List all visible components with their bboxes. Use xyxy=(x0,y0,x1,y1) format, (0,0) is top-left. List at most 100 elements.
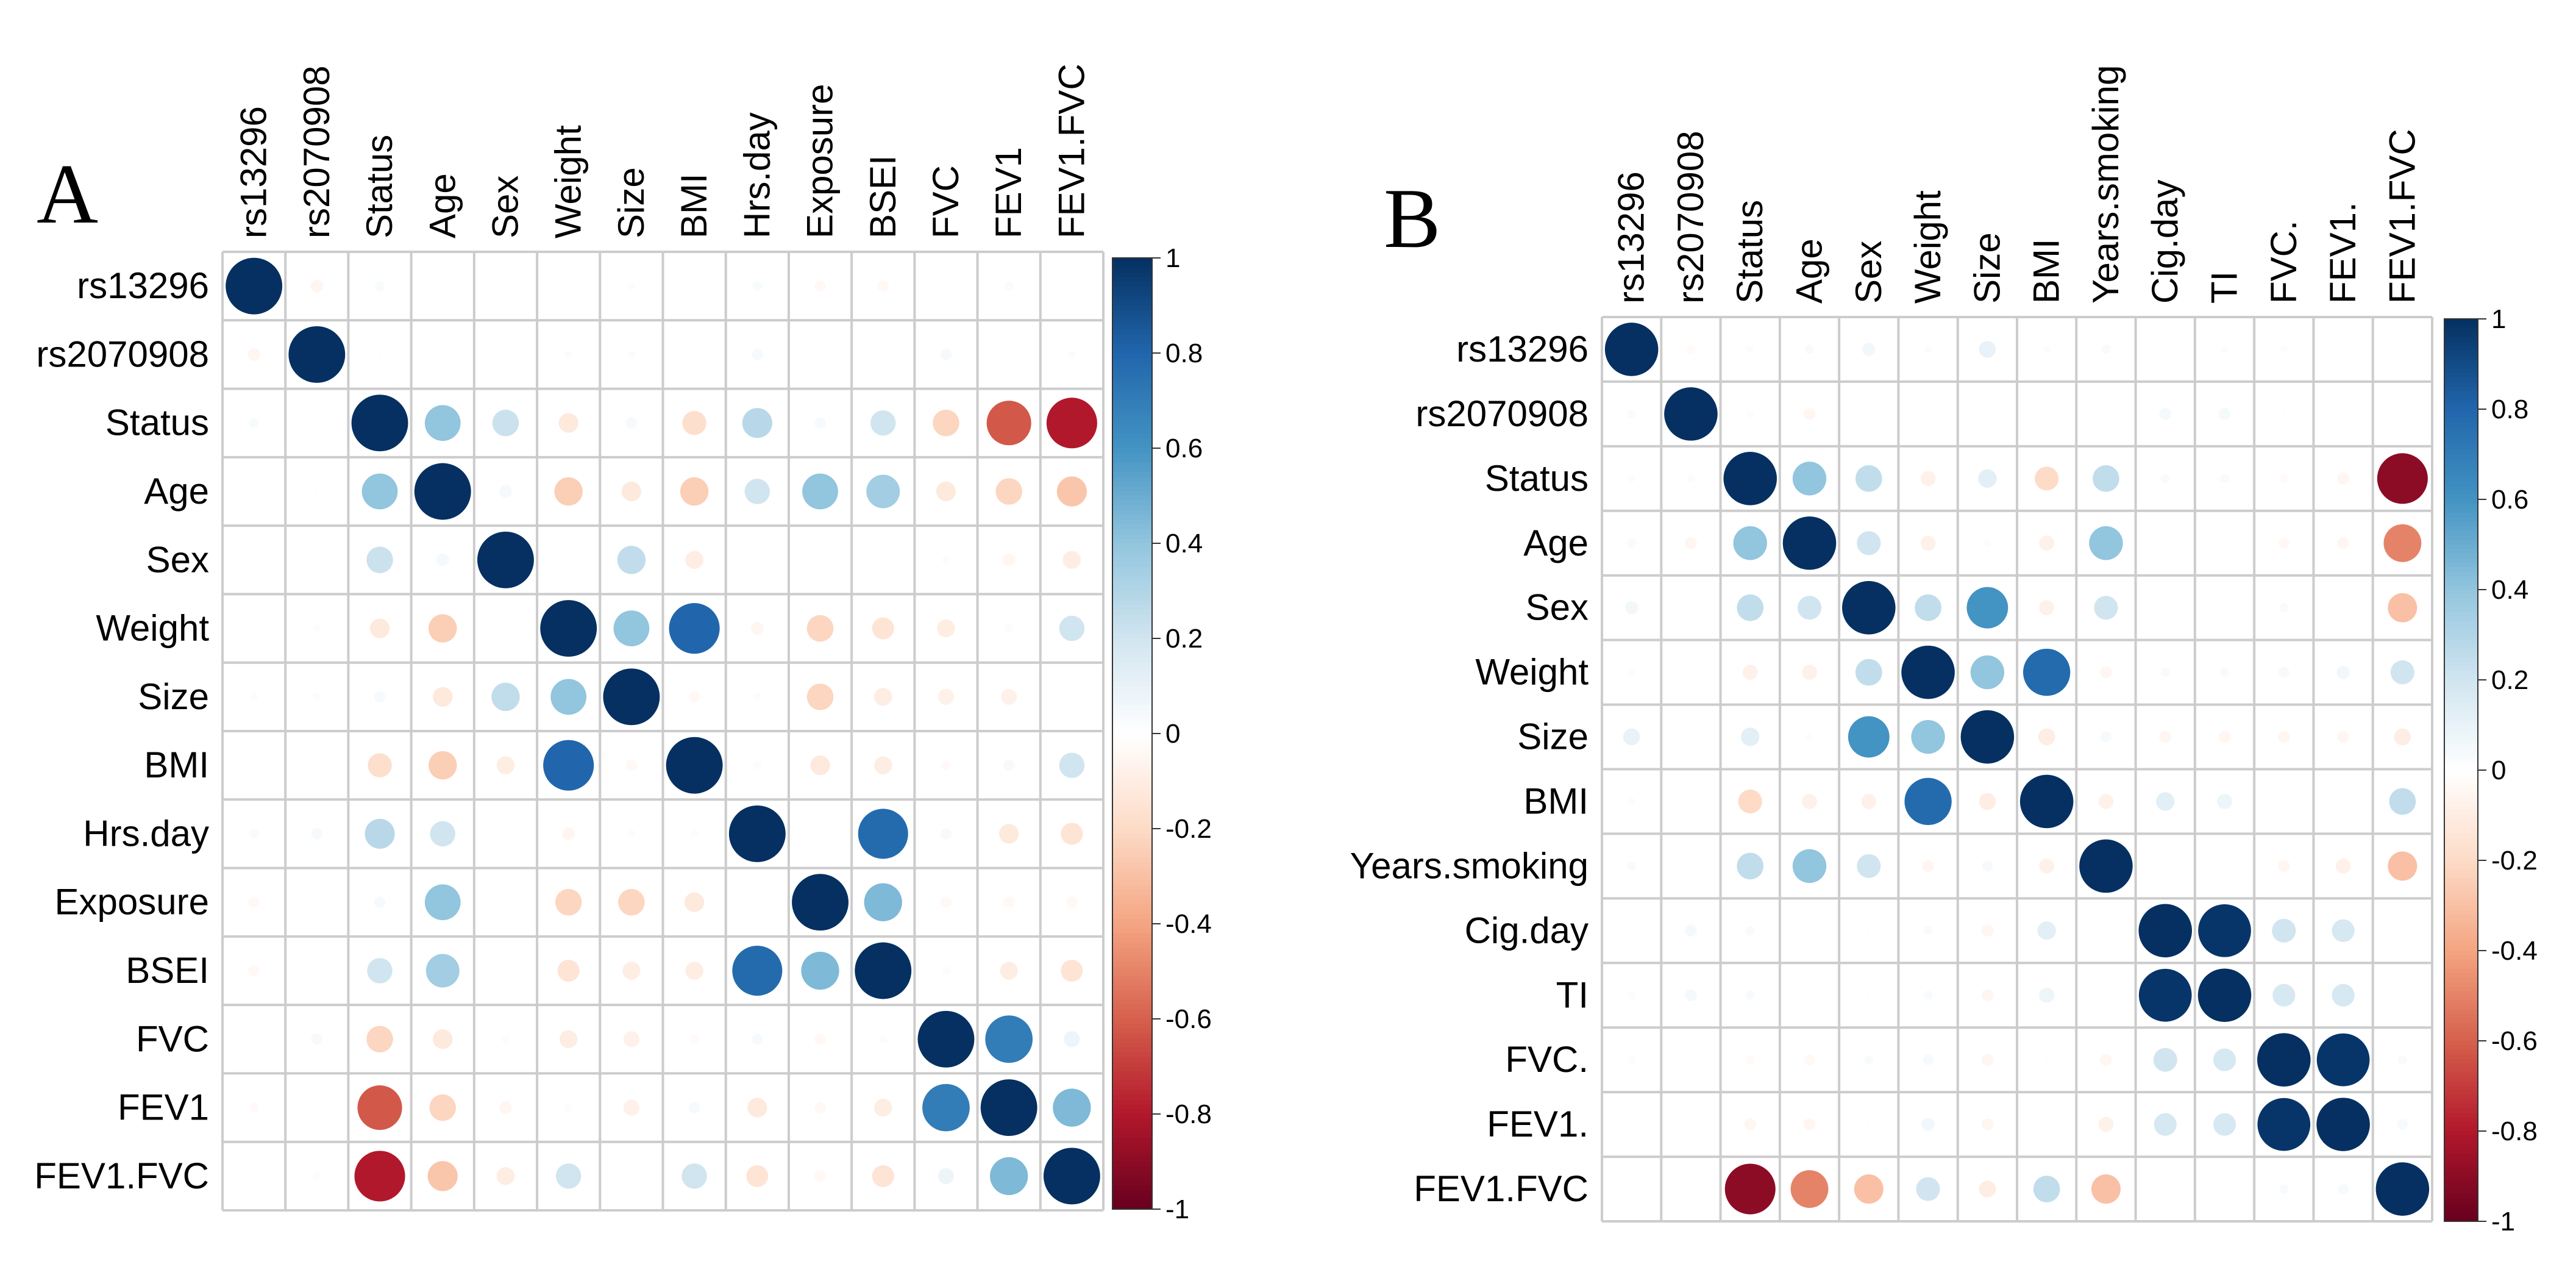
colorbar-segment xyxy=(2444,1149,2478,1154)
correlation-circle-Cig.day-BMI xyxy=(2037,921,2056,940)
correlation-circle-BSEI-FVC xyxy=(942,966,950,975)
colorbar-segment xyxy=(2444,874,2478,879)
correlation-circle-Sex-Sex xyxy=(1842,580,1896,635)
colorbar-segment xyxy=(1112,571,1152,577)
colorbar-segment xyxy=(2444,472,2478,477)
colorbar-segment xyxy=(1112,900,1152,905)
correlation-circle-Exposure-Status xyxy=(374,896,386,909)
colorbar-tick-label: 0.2 xyxy=(1165,624,1203,654)
colorbar-segment xyxy=(2444,319,2478,324)
colorbar-segment xyxy=(2444,432,2478,437)
correlation-circle-FVC.-Sex xyxy=(1864,1055,1874,1065)
correlation-circle-Hrs.day-Exposure xyxy=(818,832,822,836)
colorbar-tick-label: 0 xyxy=(2491,755,2506,785)
correlation-circle-FVC.-FEV1.FVC xyxy=(2397,1055,2407,1065)
colorbar-segment xyxy=(1112,1133,1152,1138)
correlation-circle-Exposure-Weight xyxy=(555,888,582,916)
correlation-circle-Age-rs2070908 xyxy=(314,488,320,495)
correlation-circle-FEV1.-Sex xyxy=(1866,1121,1872,1127)
colorbar-segment xyxy=(1112,729,1152,734)
correlation-circle-rs13296-FVC. xyxy=(2280,345,2288,354)
correlation-circle-Weight-Years.smoking xyxy=(2100,666,2112,679)
colorbar-segment xyxy=(2444,1049,2478,1055)
correlation-circle-rs13296-Status xyxy=(1746,345,1754,354)
correlation-circle-TI-FEV1. xyxy=(2332,984,2355,1007)
colorbar-segment xyxy=(2444,1077,2478,1082)
row-label: Age xyxy=(144,471,209,512)
correlation-circle-BMI-Hrs.day xyxy=(753,761,761,769)
correlation-circle-rs2070908-Age xyxy=(439,351,446,358)
colorbar-segment xyxy=(1112,857,1152,863)
correlation-circle-FVC.-BMI xyxy=(2044,1057,2050,1063)
correlation-circle-Age-BMI xyxy=(2039,535,2055,551)
correlation-circle-Exposure-Sex xyxy=(502,899,509,905)
colorbar-segment xyxy=(2444,923,2478,929)
correlation-circle-Sex-FVC xyxy=(942,555,950,564)
colorbar-segment xyxy=(2444,463,2478,469)
correlation-circle-BSEI-Exposure xyxy=(801,951,839,990)
colorbar-segment xyxy=(2444,404,2478,410)
correlation-circle-Size-Size xyxy=(603,668,660,726)
correlation-circle-BSEI-Hrs.day xyxy=(732,945,783,996)
column-label: FEV1 xyxy=(988,147,1029,238)
colorbar-segment xyxy=(1112,562,1152,568)
colorbar-segment xyxy=(2444,418,2478,424)
correlation-circle-Hrs.day-FEV1 xyxy=(999,824,1019,844)
correlation-circle-FEV1.FVC-Sex xyxy=(496,1167,515,1185)
correlation-circle-Weight-FVC. xyxy=(2279,666,2290,678)
colorbar-segment xyxy=(2444,648,2478,654)
colorbar-segment xyxy=(2444,951,2478,956)
colorbar-segment xyxy=(1112,909,1152,915)
correlation-circle-Years.smoking-rs13296 xyxy=(1627,861,1637,871)
correlation-circle-BMI-Exposure xyxy=(810,755,830,776)
correlation-circle-Cig.day-Weight xyxy=(1923,926,1933,935)
correlation-circle-Sex-rs2070908 xyxy=(1688,605,1694,611)
correlation-circle-BMI-Age xyxy=(1802,794,1817,809)
colorbar-segment xyxy=(1112,643,1152,649)
row-label: Sex xyxy=(146,539,209,580)
colorbar-segment xyxy=(1112,591,1152,596)
colorbar-segment xyxy=(1112,838,1152,844)
correlation-circle-rs13296-BMI xyxy=(2043,345,2051,354)
colorbar-tick-label: 0.6 xyxy=(2491,485,2528,515)
correlation-circle-Age-rs13296 xyxy=(252,490,256,493)
colorbar-segment xyxy=(1112,548,1152,554)
row-label: FEV1.FVC xyxy=(34,1155,209,1196)
correlation-circle-BMI-Size xyxy=(1979,793,1996,810)
correlation-circle-rs13296-rs2070908 xyxy=(1686,345,1696,354)
correlation-circle-BMI-Weight xyxy=(1904,777,1952,826)
correlation-circle-rs2070908-FEV1 xyxy=(1006,351,1012,358)
colorbar-segment xyxy=(2444,688,2478,694)
correlation-circle-Hrs.day-FEV1.FVC xyxy=(1061,823,1083,845)
colorbar-segment xyxy=(1112,1038,1152,1043)
correlation-circle-FEV1.FVC-BSEI xyxy=(872,1165,894,1187)
correlation-circle-Status-Age xyxy=(1792,462,1827,496)
correlation-circle-BMI-FEV1.FVC xyxy=(2389,788,2416,815)
colorbar-segment xyxy=(1112,429,1152,435)
colorbar-segment xyxy=(1112,581,1152,587)
colorbar-segment xyxy=(1112,500,1152,506)
colorbar-segment xyxy=(2444,1099,2478,1105)
colorbar-segment xyxy=(1112,401,1152,406)
colorbar-segment xyxy=(2444,932,2478,938)
colorbar-segment xyxy=(2444,1207,2478,1213)
correlation-circle-rs2070908-Weight xyxy=(564,350,573,359)
colorbar-segment xyxy=(2444,382,2478,387)
colorbar-segment xyxy=(1112,624,1152,630)
correlation-circle-rs13296-Hrs.day xyxy=(752,281,763,291)
colorbar-segment xyxy=(2444,1154,2478,1159)
correlation-circle-Cig.day-TI xyxy=(2198,904,2251,957)
colorbar-segment xyxy=(1112,1147,1152,1153)
correlation-circle-Size-FEV1. xyxy=(2337,730,2349,743)
colorbar-segment xyxy=(2444,901,2478,906)
correlation-circle-Status-rs13296 xyxy=(1628,474,1635,483)
colorbar-segment xyxy=(1112,1066,1152,1072)
correlation-circle-FEV1-Age xyxy=(429,1094,457,1121)
correlation-circle-rs2070908-Cig.day xyxy=(2159,408,2172,420)
colorbar-segment xyxy=(1112,700,1152,706)
colorbar-segment xyxy=(1112,320,1152,326)
colorbar-segment xyxy=(2444,991,2478,996)
row-label: TI xyxy=(1556,974,1589,1015)
correlation-circle-Hrs.day-rs13296 xyxy=(249,829,259,839)
